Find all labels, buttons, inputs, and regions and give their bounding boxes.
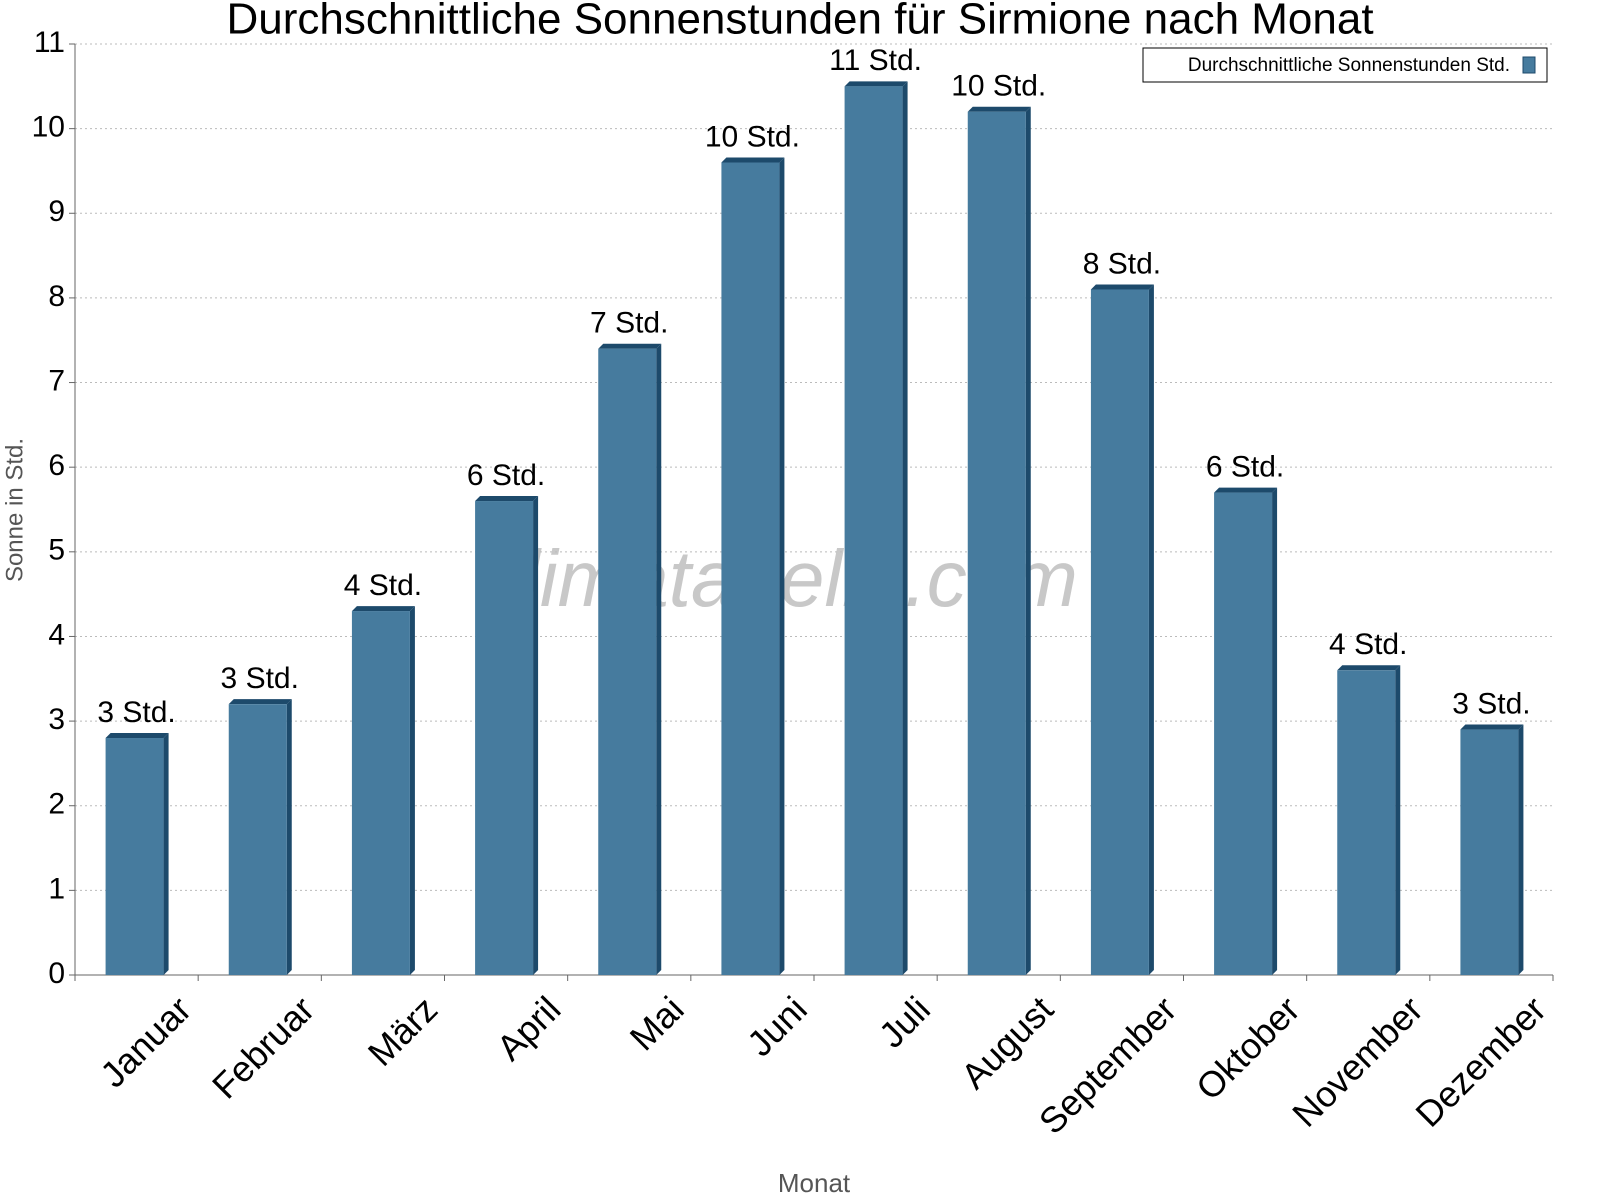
bar-top xyxy=(598,343,662,349)
bar-side xyxy=(409,606,415,975)
bar xyxy=(1214,492,1273,975)
y-tick-label: 7 xyxy=(48,364,65,397)
value-label: 7 Std. xyxy=(590,307,668,340)
bar-group xyxy=(598,343,662,975)
bar-top xyxy=(721,157,785,163)
bar-top xyxy=(105,733,169,739)
bar-group xyxy=(721,157,785,975)
x-tick-label: Juni xyxy=(739,988,815,1064)
y-tick-label: 8 xyxy=(48,280,65,313)
y-tick-label: 4 xyxy=(48,618,65,651)
bar-top xyxy=(1460,724,1524,730)
legend-box xyxy=(1142,47,1548,83)
bar xyxy=(967,111,1026,975)
bar-group xyxy=(1214,487,1278,975)
x-tick-label: Februar xyxy=(204,988,322,1106)
chart-title: Durchschnittliche Sonnenstunden für Sirm… xyxy=(226,0,1373,44)
value-label: 4 Std. xyxy=(344,569,422,602)
x-tick-label: April xyxy=(489,988,569,1068)
bar-side xyxy=(1025,106,1031,975)
bar-side xyxy=(902,81,908,976)
x-tick-label: Oktober xyxy=(1188,988,1308,1108)
bar-side xyxy=(163,733,169,975)
bar-side xyxy=(1518,724,1524,975)
value-label: 3 Std. xyxy=(97,696,175,729)
bar xyxy=(105,738,164,975)
bar-group xyxy=(844,81,908,976)
bar-top xyxy=(1337,665,1401,671)
bar-group xyxy=(1090,284,1154,976)
bar-side xyxy=(533,496,539,975)
y-tick-label: 11 xyxy=(34,26,65,59)
x-tick-label: März xyxy=(360,988,446,1074)
bar xyxy=(844,86,903,976)
bar-side xyxy=(656,343,662,975)
value-label: 4 Std. xyxy=(1329,628,1407,661)
bar xyxy=(475,501,534,975)
x-tick-label: Juli xyxy=(871,988,938,1055)
bar-side xyxy=(1148,284,1154,976)
value-label: 6 Std. xyxy=(467,459,545,492)
bar-group xyxy=(351,606,415,975)
bar xyxy=(598,348,657,975)
y-tick-label: 1 xyxy=(48,872,65,905)
value-label: 10 Std. xyxy=(705,120,800,153)
bar-top xyxy=(351,606,415,612)
bar-top xyxy=(844,81,908,87)
x-tick-label: August xyxy=(953,988,1061,1096)
value-label: 6 Std. xyxy=(1206,450,1284,483)
bar-group xyxy=(475,496,539,975)
x-axis-label: Monat xyxy=(778,1168,851,1198)
value-label: 3 Std. xyxy=(221,662,299,695)
bar-side xyxy=(779,157,785,975)
legend-swatch xyxy=(1522,56,1536,74)
bar xyxy=(228,704,287,975)
bar-group xyxy=(105,733,169,975)
legend: Durchschnittliche Sonnenstunden Std. xyxy=(1142,47,1548,83)
bar xyxy=(1337,670,1396,975)
value-label: 3 Std. xyxy=(1452,687,1530,720)
x-tick-label: Dezember xyxy=(1407,988,1553,1134)
bar-top xyxy=(1090,284,1154,290)
bar xyxy=(1090,289,1149,976)
bar-group xyxy=(1460,724,1524,975)
legend-label: Durchschnittliche Sonnenstunden Std. xyxy=(1188,55,1510,76)
bar xyxy=(721,162,780,975)
bar-side xyxy=(1395,665,1401,975)
x-tick-label: November xyxy=(1284,988,1430,1134)
y-tick-label: 2 xyxy=(48,788,65,821)
y-tick-label: 6 xyxy=(48,449,65,482)
bar-side xyxy=(286,699,292,975)
bar-group xyxy=(967,106,1031,975)
x-tick-label: Mai xyxy=(622,988,692,1058)
x-tick-label: Januar xyxy=(92,988,199,1095)
bar-top xyxy=(1214,487,1278,493)
bar-top xyxy=(475,496,539,502)
bar-top xyxy=(228,699,292,705)
y-axis-label: Sonne in Std. xyxy=(1,438,28,582)
bar xyxy=(1460,729,1519,975)
value-label: 8 Std. xyxy=(1083,247,1161,280)
bar-side xyxy=(1272,487,1278,975)
y-tick-label: 5 xyxy=(48,534,65,567)
bar-group xyxy=(1337,665,1401,975)
y-tick-label: 9 xyxy=(48,195,65,228)
bar xyxy=(351,611,410,975)
bar-top xyxy=(967,106,1031,112)
y-tick-label: 0 xyxy=(48,957,65,990)
y-tick-label: 10 xyxy=(32,111,65,144)
bar-group xyxy=(228,699,292,975)
value-label: 11 Std. xyxy=(829,44,922,77)
value-label: 10 Std. xyxy=(951,70,1046,103)
y-tick-label: 3 xyxy=(48,703,65,736)
